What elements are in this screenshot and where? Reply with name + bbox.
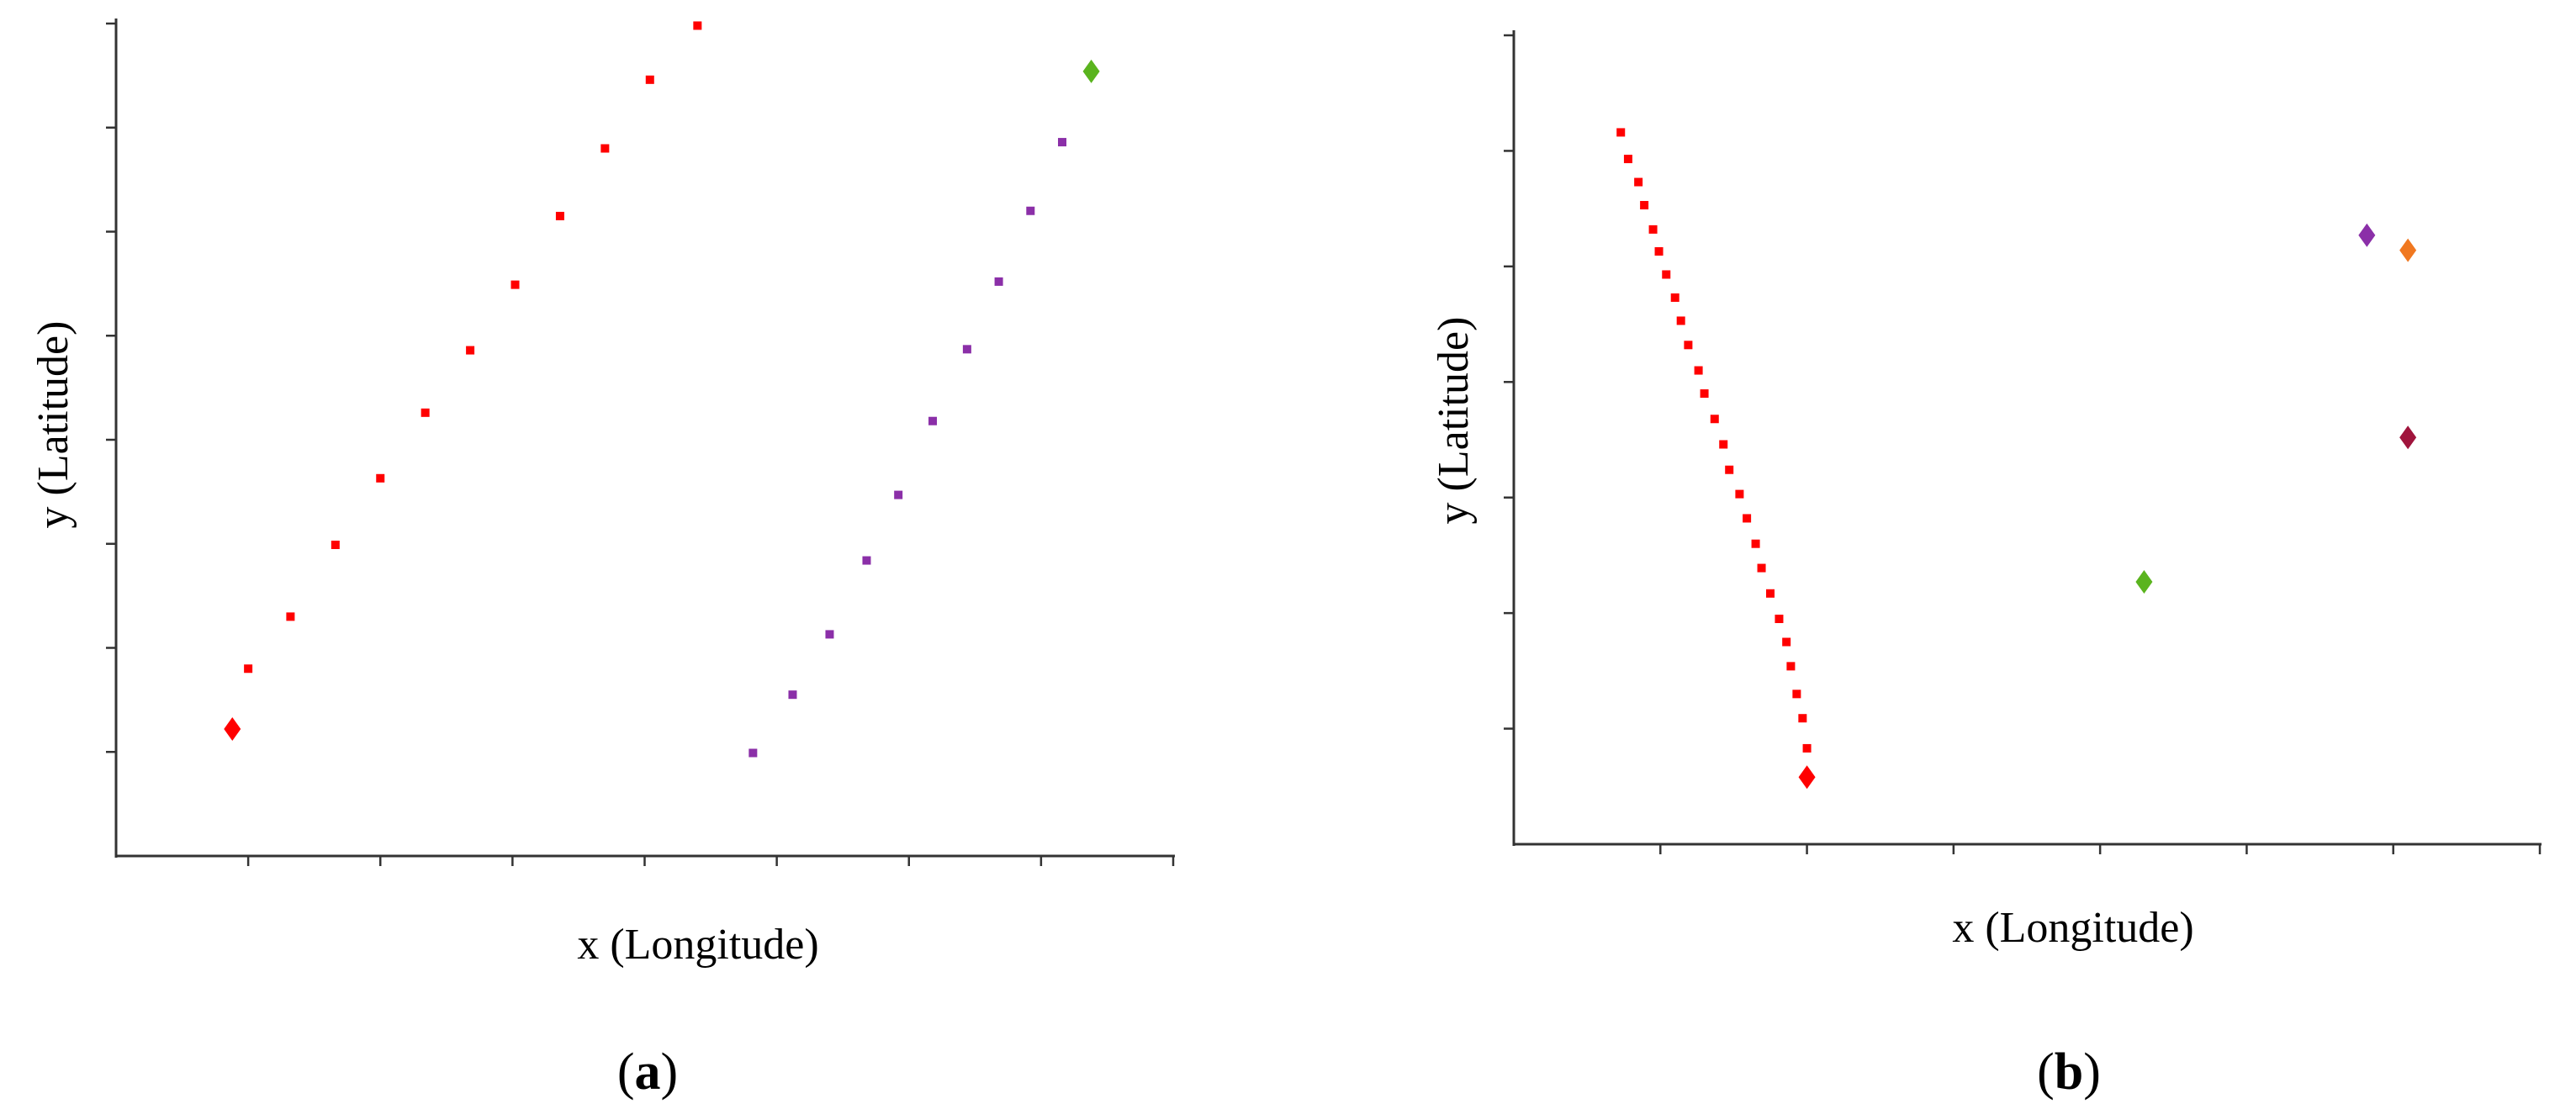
data-point-b-s0	[1634, 177, 1643, 187]
data-point-a-s1	[962, 345, 971, 354]
data-point-a-s0	[693, 21, 702, 30]
data-point-b-s0	[1792, 689, 1801, 699]
diamond-marker-b	[2135, 570, 2153, 594]
data-point-a-s1	[788, 690, 797, 700]
data-point-b-s0	[1640, 201, 1649, 210]
data-point-a-s0	[421, 408, 430, 417]
data-point-a-s0	[244, 664, 253, 674]
data-point-b-s0	[1766, 589, 1775, 598]
data-point-b-s0	[1676, 316, 1685, 325]
data-point-b-s0	[1719, 440, 1728, 449]
y-axis-label-b: y (Latitude)	[1430, 317, 1478, 525]
data-point-b-s0	[1662, 270, 1671, 279]
data-point-b-s0	[1710, 415, 1719, 424]
panel-b: y (Latitude) x (Longitude) (b)	[1430, 30, 2542, 1101]
data-point-b-s0	[1782, 637, 1791, 647]
panel-a: y (Latitude) x (Longitude) (a)	[29, 18, 1175, 1101]
data-point-a-s0	[376, 473, 385, 483]
data-point-a-s1	[825, 630, 834, 639]
x-axis-label-a: x (Longitude)	[577, 921, 818, 969]
data-point-b-s0	[1694, 366, 1703, 375]
diamond-marker-b	[2399, 238, 2417, 262]
panel-label-a: (a)	[617, 1043, 678, 1101]
data-point-a-s0	[466, 346, 475, 355]
diamond-marker-b	[1798, 765, 1816, 790]
data-point-b-s0	[1798, 714, 1807, 723]
data-point-b-s0	[1786, 662, 1796, 671]
data-point-a-s0	[286, 612, 295, 621]
data-point-b-s0	[1735, 489, 1744, 499]
data-point-b-s0	[1684, 341, 1693, 350]
diamond-marker-b	[2399, 425, 2417, 450]
y-axis-label-a: y (Latitude)	[29, 321, 77, 529]
data-point-b-s0	[1623, 155, 1632, 164]
data-point-b-s0	[1616, 128, 1626, 137]
data-point-a-s1	[994, 277, 1003, 286]
data-point-a-s1	[862, 556, 871, 565]
data-point-a-s0	[510, 280, 520, 289]
data-point-a-s1	[1026, 206, 1035, 215]
data-point-b-s0	[1670, 293, 1679, 302]
plot-area-a	[106, 18, 1175, 866]
diamond-marker-a	[1082, 59, 1100, 83]
data-point-b-s0	[1757, 563, 1766, 573]
data-point-a-s1	[1058, 138, 1067, 147]
data-point-a-s1	[748, 748, 758, 758]
data-point-b-s0	[1654, 246, 1664, 256]
data-point-a-s1	[928, 416, 938, 425]
data-point-b-s0	[1775, 615, 1784, 624]
data-point-a-s0	[645, 75, 654, 84]
data-point-a-s1	[894, 490, 903, 499]
plot-area-b	[1504, 30, 2542, 854]
data-point-b-s0	[1700, 389, 1709, 399]
panel-label-b: (b)	[2037, 1043, 2101, 1101]
data-point-b-s0	[1743, 514, 1752, 523]
data-point-b-s0	[1802, 743, 1812, 753]
data-point-b-s0	[1725, 465, 1734, 474]
data-point-a-s0	[555, 211, 564, 220]
data-point-b-s0	[1648, 225, 1658, 234]
data-point-b-s0	[1751, 539, 1760, 548]
data-point-a-s0	[331, 540, 340, 549]
diamond-marker-a	[224, 717, 241, 742]
data-point-a-s0	[600, 144, 610, 153]
x-axis-label-b: x (Longitude)	[1952, 904, 2193, 952]
diamond-marker-b	[2358, 223, 2376, 247]
